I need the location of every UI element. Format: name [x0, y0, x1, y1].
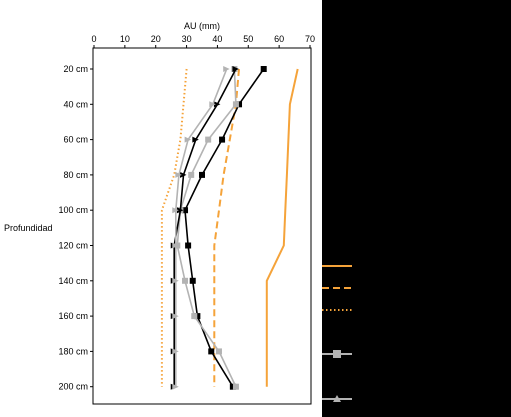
series-line-black-square — [184, 68, 265, 388]
series-orange-dotted — [160, 68, 188, 387]
series-line-black-triangle — [173, 68, 237, 387]
x-tick-label: 40 — [212, 34, 222, 44]
data-point-square — [215, 348, 222, 355]
x-tick-label: 20 — [151, 34, 161, 44]
series-line-orange-dotted — [160, 68, 188, 387]
data-point-triangle — [172, 277, 179, 284]
x-tick-label: 70 — [305, 34, 315, 44]
y-tick-label: 100 cm — [58, 205, 88, 215]
y-tick-label: 180 cm — [58, 346, 88, 356]
y-tick-label: 120 cm — [58, 241, 88, 251]
plot-area — [92, 47, 312, 405]
series-gray-triangle — [172, 66, 230, 390]
data-point-square — [191, 313, 198, 320]
data-point-square — [232, 101, 239, 108]
x-axis-ticks: 0 10 20 30 40 50 60 70 — [91, 34, 315, 48]
series-black-square — [182, 66, 267, 390]
legend — [322, 265, 352, 402]
data-point-triangle — [209, 101, 216, 108]
data-point-square — [260, 66, 267, 72]
data-point-square — [182, 277, 189, 284]
data-point-triangle — [172, 348, 179, 355]
data-point-triangle — [175, 171, 182, 178]
series-layer — [160, 66, 299, 390]
y-tick-label: 80 cm — [63, 170, 88, 180]
y-tick-label: 160 cm — [58, 311, 88, 321]
series-line-orange-solid — [265, 68, 299, 387]
data-point-triangle — [213, 101, 221, 108]
data-point-square — [229, 383, 236, 390]
data-point-square — [232, 383, 239, 390]
data-point-triangle — [172, 383, 179, 390]
data-point-triangle — [172, 313, 179, 320]
data-point-square — [205, 136, 212, 143]
y-tick-label: 60 cm — [63, 135, 88, 145]
legend-marker-triangle — [333, 395, 341, 402]
series-line-orange-dashed — [213, 68, 240, 387]
data-point-triangle — [179, 171, 187, 178]
x-tick-label: 30 — [182, 34, 192, 44]
data-point-square — [219, 136, 226, 143]
data-point-triangle — [232, 66, 239, 72]
x-axis-title: AU (mm) — [184, 21, 220, 31]
data-point-square — [194, 313, 201, 320]
x-tick-label: 50 — [243, 34, 253, 44]
y-tick-label: 20 cm — [63, 64, 88, 74]
series-line-gray-square — [176, 68, 237, 388]
y-tick-label: 40 cm — [63, 99, 88, 109]
data-point-square — [182, 207, 189, 214]
data-point-triangle — [172, 207, 179, 214]
data-point-triangle — [172, 242, 179, 249]
data-point-square — [208, 348, 215, 355]
y-axis-ticks: 20 cm 40 cm 60 cm 80 cm 100 cm 120 cm 140 cm 16… — [58, 64, 93, 392]
x-tick-label: 10 — [120, 34, 130, 44]
series-orange-solid — [265, 68, 299, 387]
series-line-gray-triangle — [175, 68, 228, 387]
y-axis-title: Profundidad — [4, 223, 53, 233]
y-tick-label: 140 cm — [58, 276, 88, 286]
data-point-square — [189, 277, 196, 284]
series-orange-dashed — [213, 68, 240, 387]
legend-panel — [322, 0, 511, 417]
data-point-triangle — [184, 136, 192, 143]
data-point-square — [236, 101, 243, 108]
data-point-square — [185, 242, 192, 249]
data-point-square — [199, 171, 205, 178]
legend-marker-square — [333, 350, 341, 358]
data-point-triangle — [223, 66, 230, 72]
data-point-triangle — [176, 207, 184, 214]
data-point-triangle — [192, 136, 199, 143]
x-tick-label: 60 — [274, 34, 284, 44]
y-tick-label: 200 cm — [58, 382, 88, 392]
x-tick-label: 0 — [91, 34, 96, 44]
data-point-square — [188, 171, 195, 178]
